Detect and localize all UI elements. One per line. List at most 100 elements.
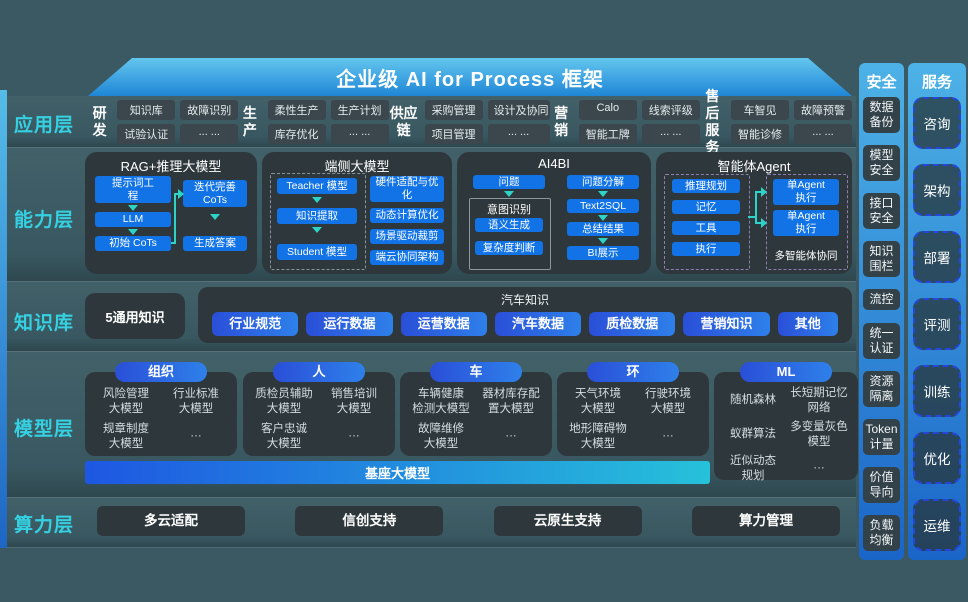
model-item-grid: 风险管理 大模型 行业标准 大模型 规章制度 大模型 ···	[91, 386, 231, 452]
agent-left-group-border	[664, 174, 750, 270]
edge-cloud-arch: 端云协同架构	[370, 250, 444, 265]
model-item: 客户忠诚 大模型	[261, 422, 307, 450]
app-chip: 设计及协同	[487, 100, 550, 120]
distill-group-border	[270, 173, 366, 270]
model-item: 风险管理 大模型	[103, 387, 149, 415]
app-group-after-sales: 售后服务 车智见 故障预警 智能诊修... ...	[700, 88, 852, 155]
model-group-vehicle: 车 车辆健康 检测大模型 器材库存配 置大模型 故障维修 大模型 ···	[400, 362, 552, 456]
ai4bi-question: 问题	[473, 175, 545, 189]
edge-hw-adaptation: 硬件适配与优 化	[370, 176, 444, 202]
arrow-right-icon	[761, 187, 767, 197]
app-group-name: 营销	[554, 105, 569, 138]
arrow-down-icon	[312, 227, 322, 233]
model-layer-row: 组织 风险管理 大模型 行业标准 大模型 规章制度 大模型 ··· 人 质检员辅助 大…	[85, 362, 858, 482]
ai4bi-text2sql: Text2SQL	[567, 199, 639, 213]
model-item: ···	[190, 430, 202, 443]
model-item: 行业标准 大模型	[173, 387, 219, 415]
edge-dynamic-compute: 动态计算优化	[370, 208, 444, 223]
app-chip-grid: 采购管理 设计及协同 项目管理... ...	[424, 100, 550, 144]
arrow-right-icon	[761, 218, 767, 228]
connector-line	[757, 191, 762, 193]
knowledge-pill-row: 行业规范 运行数据 运营数据 汽车数据 质检数据 营销知识 其他	[198, 312, 852, 336]
model-group-ml: ML 随机森林 长短期记忆 网络 蚁群算法 多变量灰色 模型 近似动态 规划 ···	[714, 362, 858, 482]
edge-teacher-model: Teacher 模型	[277, 178, 357, 194]
security-item: 接口 安全	[863, 193, 900, 230]
arrow-down-icon	[598, 238, 608, 244]
app-chip: 线索评级	[641, 100, 700, 120]
app-group-marketing: 营销 Calo 线索评级 智能工牌... ...	[550, 100, 700, 144]
rag-box-title: RAG+推理大模型	[120, 159, 222, 174]
model-item: 行驶环境 大模型	[645, 387, 691, 415]
agent-reason-plan: 推理规划	[672, 179, 740, 193]
service-column: 服务 咨询 架构 部署 评测 训练 优化 运维	[908, 63, 966, 560]
ai4bi-box: AI4BI 问题 意图识别 语义生成 复杂度判断 问题分解 Text2SQL 总…	[457, 152, 651, 274]
app-chip: ... ...	[180, 124, 239, 144]
app-chip: ... ...	[641, 124, 700, 144]
service-item: 架构	[913, 164, 961, 216]
foundation-model-bar: 基座大模型	[85, 461, 710, 484]
ai4bi-box-title: AI4BI	[538, 156, 570, 171]
knowledge-pill: 质检数据	[589, 312, 676, 336]
arrow-down-icon	[128, 229, 138, 235]
model-item-grid: 车辆健康 检测大模型 器材库存配 置大模型 故障维修 大模型 ···	[406, 386, 546, 452]
app-group-name: 研发	[92, 105, 107, 138]
edge-scene-pruning: 场景驱动裁剪	[370, 229, 444, 244]
model-item-grid: 质检员辅助 大模型 销售培训 大模型 客户忠诚 大模型 ···	[249, 386, 389, 452]
security-item: 流控	[863, 289, 900, 311]
model-group-org: 组织 风险管理 大模型 行业标准 大模型 规章制度 大模型 ···	[85, 362, 237, 456]
agent-single-exec-1: 单Agent 执行	[773, 179, 839, 205]
model-group-pill: 组织	[115, 362, 207, 382]
app-chip-grid: 柔性生产 生产计划 库存优化... ...	[267, 100, 389, 144]
rag-step-generate-answer: 生成答案	[183, 236, 247, 251]
model-group-pill: 人	[273, 362, 365, 382]
application-layer-row: 研发 知识库 故障识别 试验认证... ... 生产 柔性生产 生产计划 库存优化...…	[88, 88, 852, 155]
knowledge-pill: 其他	[777, 312, 838, 336]
model-group-environment: 环 天气环境 大模型 行驶环境 大模型 地形障碍物 大模型 ···	[557, 362, 709, 456]
compute-box: 云原生支持	[493, 506, 642, 536]
knowledge-pill: 运行数据	[306, 312, 393, 336]
layer-label-application: 应用层	[13, 115, 74, 136]
connector-line	[757, 222, 762, 224]
edge-student-model: Student 模型	[277, 244, 357, 260]
compute-box: 算力管理	[691, 506, 840, 536]
service-item-list: 咨询 架构 部署 评测 训练 优化 运维	[911, 97, 963, 551]
agent-box: 智能体Agent 推理规划 记忆 工具 执行 单Agent 执行 单Agent …	[656, 152, 852, 274]
model-group-pill: 车	[430, 362, 522, 382]
security-item-list: 数据 备份 模型 安全 接口 安全 知识 围栏 流控 统一 认证 资源 隔离 Token 计量…	[862, 97, 901, 551]
compute-box: 多云适配	[97, 506, 245, 536]
ai4bi-decompose: 问题分解	[567, 175, 639, 189]
model-item: 近似动态 规划	[730, 454, 776, 482]
app-group-name: 供应链	[389, 105, 418, 138]
app-chip: 知识库	[117, 100, 176, 120]
connector-line	[174, 193, 176, 244]
model-item: 地形障碍物 大模型	[569, 422, 627, 450]
connector-line	[755, 191, 757, 224]
arrow-down-icon	[128, 205, 138, 211]
app-group-supply-chain: 供应链 采购管理 设计及协同 项目管理... ...	[389, 100, 550, 144]
left-accent-strip	[0, 90, 7, 548]
security-item: 统一 认证	[863, 322, 900, 359]
layer-label-model: 模型层	[13, 419, 74, 440]
ai4bi-complexity: 复杂度判断	[475, 241, 543, 255]
arrow-down-icon	[598, 215, 608, 221]
model-item: 车辆健康 检测大模型	[412, 387, 470, 415]
arrow-down-icon	[504, 191, 514, 197]
app-chip: 智能工牌	[578, 124, 637, 144]
model-item: ···	[662, 430, 674, 443]
model-item: 器材库存配 置大模型	[482, 387, 540, 415]
security-item: 数据 备份	[863, 97, 900, 133]
arrow-right-icon	[178, 189, 184, 199]
framework-title-banner: 企业级 AI for Process 框架	[88, 58, 852, 96]
model-item: 多变量灰色 模型	[790, 420, 848, 448]
service-item: 评测	[913, 298, 961, 350]
app-chip: 库存优化	[267, 124, 326, 144]
compute-box: 信创支持	[295, 506, 444, 536]
app-chip: 智能诊修	[731, 124, 789, 144]
model-item: 天气环境 大模型	[575, 387, 621, 415]
arrow-down-icon	[312, 197, 322, 203]
intent-group-border	[469, 198, 551, 270]
app-chip: 采购管理	[424, 100, 483, 120]
app-group-name: 生产	[242, 105, 257, 138]
knowledge-pill: 运营数据	[400, 312, 487, 336]
connector-line	[171, 242, 176, 244]
